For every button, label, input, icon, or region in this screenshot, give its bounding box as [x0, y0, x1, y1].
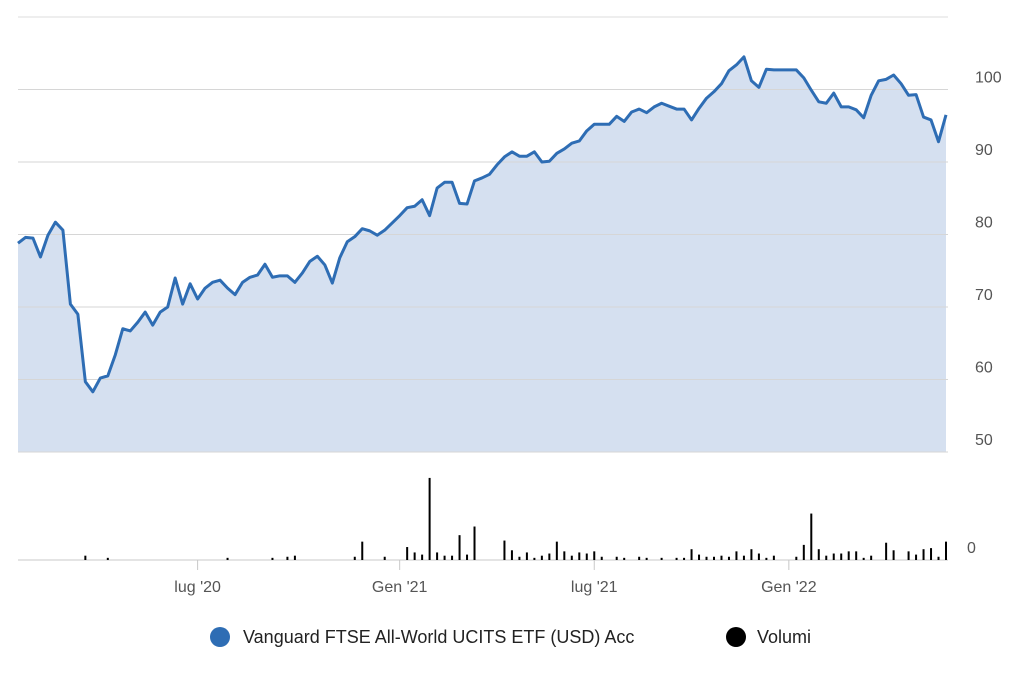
volume-bar	[615, 556, 618, 560]
volume-bar	[742, 555, 745, 560]
volume-bar	[548, 553, 551, 560]
volume-bar	[638, 556, 641, 560]
x-tick-label: lug '20	[174, 579, 221, 596]
volume-bar	[765, 557, 768, 560]
volume-bar	[428, 477, 431, 560]
volume-bar	[645, 557, 648, 560]
legend-text: Vanguard FTSE All-World UCITS ETF (USD) …	[243, 627, 634, 647]
volume-bar	[690, 549, 693, 560]
y-tick-label: 60	[975, 360, 993, 377]
volume-bar	[735, 551, 738, 560]
volume-bar	[570, 555, 573, 560]
volume-bar	[563, 551, 566, 560]
volume-bar	[772, 555, 775, 560]
volume-bar	[757, 553, 760, 560]
y-tick-label: 100	[975, 70, 1002, 87]
volume-bar	[286, 556, 289, 560]
volume-bar	[675, 557, 678, 560]
volume-bar	[847, 551, 850, 560]
volume-bar	[421, 554, 424, 560]
volume-bar	[855, 551, 858, 560]
volume-bar	[518, 556, 521, 560]
volume-bar	[578, 552, 581, 560]
volume-bar	[451, 555, 454, 560]
y-tick-label: 90	[975, 142, 993, 159]
volume-bar	[353, 556, 356, 560]
y-tick-label: 50	[975, 432, 993, 449]
volume-bar	[473, 526, 476, 560]
volume-bar	[226, 557, 229, 560]
volume-bar	[832, 553, 835, 560]
area	[18, 56, 946, 452]
line	[17, 55, 948, 394]
volume-bar	[660, 557, 663, 560]
volume-bar	[892, 550, 895, 560]
x-tick-label: lug '21	[571, 579, 618, 596]
volume-bar	[840, 553, 843, 560]
legend-text: Volumi	[757, 627, 811, 647]
volume-bar	[458, 535, 461, 560]
volume-bar	[533, 557, 536, 560]
volume-bar	[862, 557, 865, 560]
volume-bar	[907, 551, 910, 560]
volume-bar	[525, 552, 528, 560]
volume-bar	[683, 557, 686, 560]
volume-bar	[750, 549, 753, 560]
y-tick-label: 80	[975, 215, 993, 232]
volume-bar	[795, 556, 798, 560]
volume-bar	[361, 541, 364, 560]
x-tick-label: Gen '22	[761, 579, 817, 596]
volume-bar	[555, 541, 558, 560]
volume-bar	[817, 549, 820, 560]
volume-bar	[727, 556, 730, 560]
volume-bar	[698, 554, 701, 560]
volume-bar	[802, 544, 805, 560]
volume-bar	[436, 552, 439, 560]
volume-bar	[585, 553, 588, 560]
volume-bar	[885, 542, 888, 560]
volume-bar	[271, 557, 274, 560]
y2-tick-label: 0	[967, 540, 976, 557]
volume-bar	[406, 547, 409, 560]
volume-bar	[623, 557, 626, 560]
volume-bar	[443, 555, 446, 560]
volume-bar	[383, 556, 386, 560]
volume-bar	[600, 556, 603, 560]
volume-bar	[106, 557, 109, 560]
volume-bar	[593, 551, 596, 560]
volume-bar	[922, 549, 925, 560]
y-tick-label: 70	[975, 287, 993, 304]
volume-bar	[705, 556, 708, 560]
x-tick-label: Gen '21	[372, 579, 428, 596]
volume-bar	[84, 555, 87, 560]
volume-bar	[540, 555, 543, 560]
volume-bar	[413, 552, 416, 560]
volume-bar	[825, 555, 828, 560]
volume-bar	[713, 556, 715, 560]
volume-bar	[810, 513, 813, 560]
volume-bar	[466, 554, 469, 560]
volume-bar	[503, 540, 506, 560]
volume-bar	[293, 555, 296, 560]
volume-bar	[870, 555, 873, 560]
volume-bar	[915, 554, 918, 560]
legend-marker	[726, 627, 746, 647]
volume-bar	[937, 556, 940, 560]
legend-marker	[210, 627, 230, 647]
volume-bar	[930, 548, 933, 560]
volume-bar	[720, 555, 723, 560]
volume-bar	[945, 541, 947, 560]
volume-bar	[510, 550, 513, 560]
